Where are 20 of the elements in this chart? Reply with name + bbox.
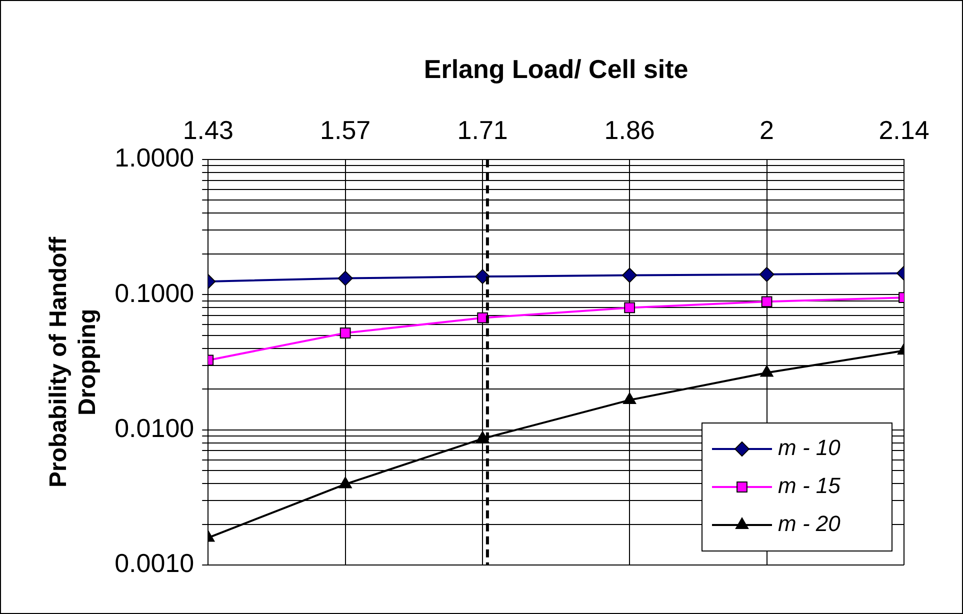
y-tick-label: 1.0000 <box>114 142 194 173</box>
point <box>624 302 636 314</box>
point <box>475 269 490 284</box>
x-tick-label: 1.57 <box>320 114 371 145</box>
point <box>622 268 638 283</box>
y-tick-label: 0.0100 <box>114 412 194 443</box>
y-axis-title: Probability of Handoff Dropping <box>45 236 101 488</box>
y-tick-label: 0.0010 <box>114 548 194 578</box>
y-tick-label: 0.1000 <box>114 278 194 308</box>
legend-label: m - 10 <box>778 435 842 460</box>
x-tick-label: 1.86 <box>604 114 655 145</box>
x-tick-label: 2 <box>760 114 774 145</box>
x-tick-label: 1.43 <box>182 114 234 145</box>
legend-label: m - 15 <box>778 473 842 498</box>
x-tick-label: 2.14 <box>878 114 930 145</box>
point <box>476 431 490 443</box>
x-tick-label: 1.71 <box>457 114 508 145</box>
legend-label: m - 20 <box>778 511 842 536</box>
x-axis-title: Erlang Load/ Cell site <box>424 54 688 84</box>
point <box>623 392 636 404</box>
